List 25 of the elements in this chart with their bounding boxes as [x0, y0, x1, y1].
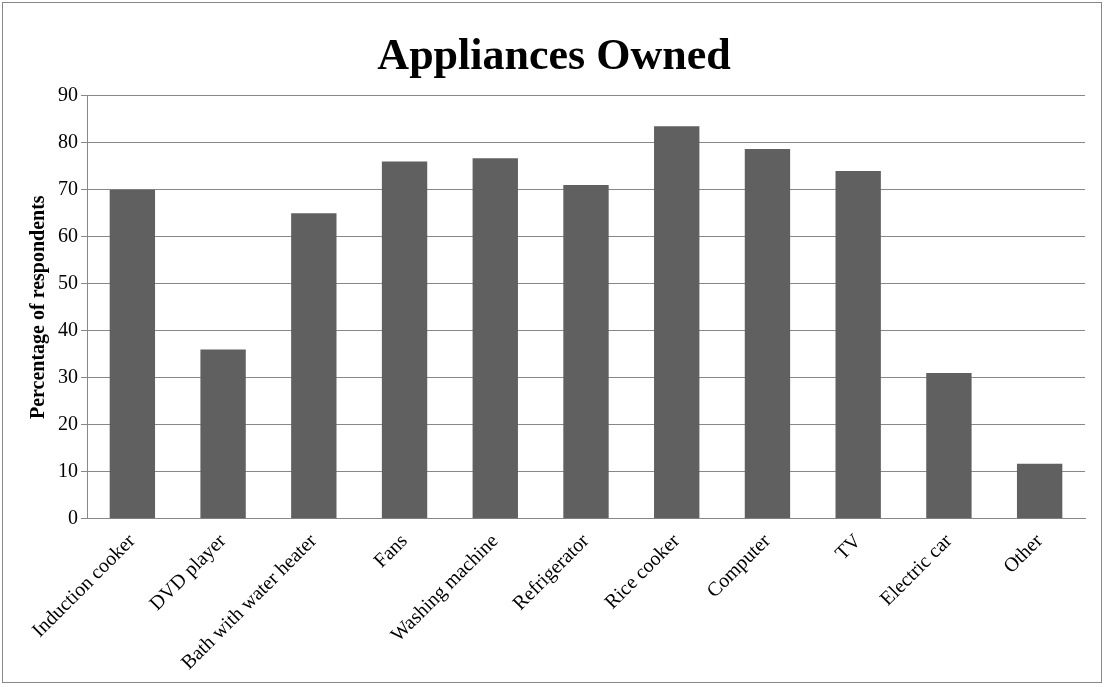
y-tick-label: 70: [58, 177, 78, 200]
y-tick-label: 40: [58, 317, 78, 340]
y-tick-label: 0: [68, 505, 78, 528]
y-tick-label: 30: [58, 364, 78, 387]
y-tick-label: 50: [58, 270, 78, 293]
bar: [926, 372, 972, 519]
y-tick-label: 90: [58, 83, 78, 106]
chart-title: Appliances Owned: [377, 29, 731, 79]
bar: [472, 158, 518, 519]
y-tick-label: 20: [58, 411, 78, 434]
bar: [109, 189, 156, 519]
bar: [744, 148, 791, 519]
bar: [381, 161, 428, 519]
bar: [200, 349, 246, 519]
y-tick-label: 60: [58, 223, 78, 246]
y-tick-label: 80: [58, 130, 78, 153]
bar: [654, 126, 700, 519]
x-tick-label: TV: [830, 528, 866, 564]
bar: [1016, 463, 1063, 519]
bar: [563, 185, 609, 519]
bar: [291, 213, 337, 519]
bar: [835, 170, 881, 519]
x-tick-label: Fans: [368, 528, 412, 572]
y-tick-label: 10: [58, 458, 78, 481]
y-axis-title: Percentage of respondents: [26, 195, 50, 420]
